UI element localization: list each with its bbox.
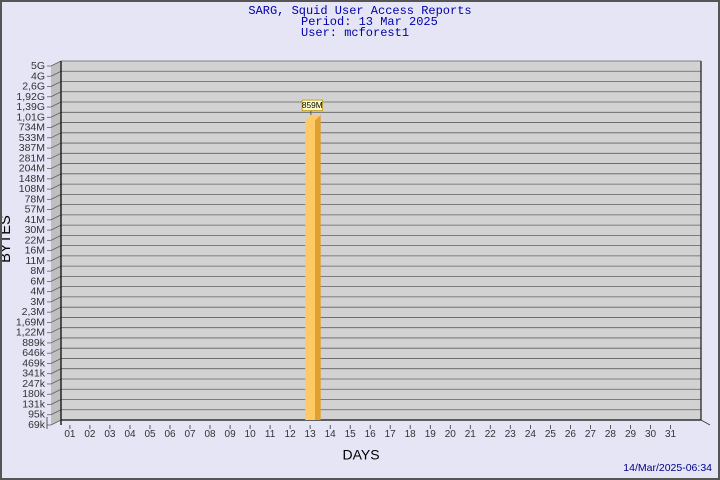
svg-text:19: 19 (425, 429, 437, 440)
svg-text:01: 01 (64, 429, 76, 440)
svg-text:22: 22 (485, 429, 497, 440)
svg-text:28: 28 (605, 429, 617, 440)
svg-text:BYTES: BYTES (0, 215, 14, 263)
svg-text:16: 16 (365, 429, 377, 440)
svg-text:11: 11 (265, 429, 276, 440)
svg-text:20: 20 (445, 429, 457, 440)
svg-text:09: 09 (225, 429, 237, 440)
svg-text:25: 25 (545, 429, 557, 440)
svg-text:859M: 859M (302, 100, 323, 110)
svg-text:04: 04 (124, 429, 136, 440)
svg-text:05: 05 (144, 429, 156, 440)
svg-text:10: 10 (245, 429, 257, 440)
svg-text:29: 29 (625, 429, 637, 440)
svg-text:15: 15 (345, 429, 357, 440)
svg-text:26: 26 (565, 429, 577, 440)
svg-text:06: 06 (164, 429, 176, 440)
svg-text:31: 31 (665, 429, 677, 440)
svg-text:69k: 69k (28, 419, 46, 431)
svg-text:21: 21 (465, 429, 477, 440)
svg-text:07: 07 (184, 429, 196, 440)
svg-text:30: 30 (645, 429, 657, 440)
svg-text:DAYS: DAYS (342, 447, 379, 463)
svg-text:02: 02 (84, 429, 96, 440)
svg-text:18: 18 (405, 429, 417, 440)
svg-text:12: 12 (285, 429, 297, 440)
svg-text:17: 17 (385, 429, 397, 440)
svg-text:24: 24 (525, 429, 537, 440)
svg-text:13: 13 (305, 429, 317, 440)
svg-text:14: 14 (325, 429, 337, 440)
svg-text:14/Mar/2025-06:34: 14/Mar/2025-06:34 (623, 462, 712, 474)
svg-text:08: 08 (204, 429, 216, 440)
svg-text:03: 03 (104, 429, 116, 440)
svg-text:23: 23 (505, 429, 517, 440)
svg-text:27: 27 (585, 429, 597, 440)
